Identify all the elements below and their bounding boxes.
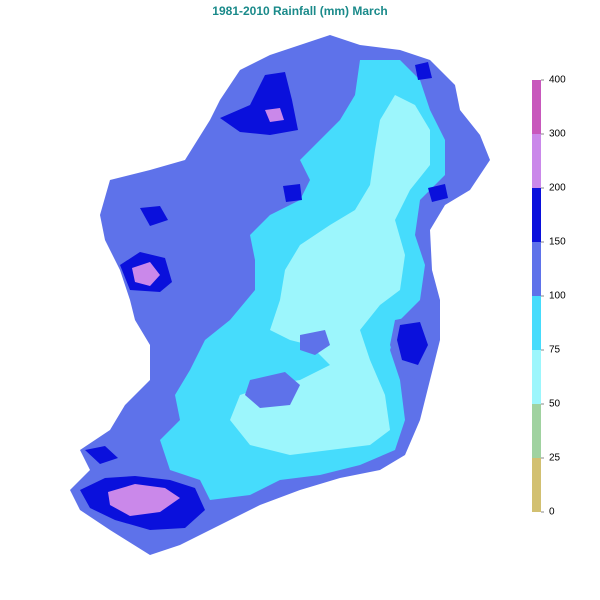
region	[108, 484, 180, 516]
legend-tick-label: 50	[549, 399, 561, 410]
legend-bin	[532, 404, 541, 458]
legend-tick-label: 150	[549, 237, 566, 248]
legend-bin	[532, 458, 541, 512]
legend-tick-label: 0	[549, 507, 555, 518]
color-legend: 0 25 50 75 100 150 200 300 400	[532, 75, 566, 518]
legend-tick-label: 300	[549, 129, 566, 140]
legend-bin	[532, 188, 541, 242]
legend-bin	[532, 296, 541, 350]
rainfall-map	[70, 35, 490, 555]
region	[132, 262, 160, 286]
legend-tick-label: 400	[549, 75, 566, 86]
region	[397, 322, 428, 365]
legend-tick-label: 200	[549, 183, 566, 194]
legend-tick-label: 25	[549, 453, 561, 464]
region	[265, 108, 284, 122]
legend-bin	[532, 350, 541, 404]
legend-tick-label: 100	[549, 291, 566, 302]
map-title: 1981-2010 Rainfall (mm) March	[212, 4, 387, 18]
region	[85, 446, 118, 464]
region	[140, 206, 168, 226]
region	[415, 62, 432, 80]
legend-tick-label: 75	[549, 345, 561, 356]
legend-bin	[532, 134, 541, 188]
region	[230, 95, 430, 455]
region	[428, 184, 448, 202]
region	[283, 184, 302, 202]
legend-bin	[532, 242, 541, 296]
legend-bin	[532, 80, 541, 134]
region	[245, 372, 300, 408]
region	[300, 330, 330, 355]
